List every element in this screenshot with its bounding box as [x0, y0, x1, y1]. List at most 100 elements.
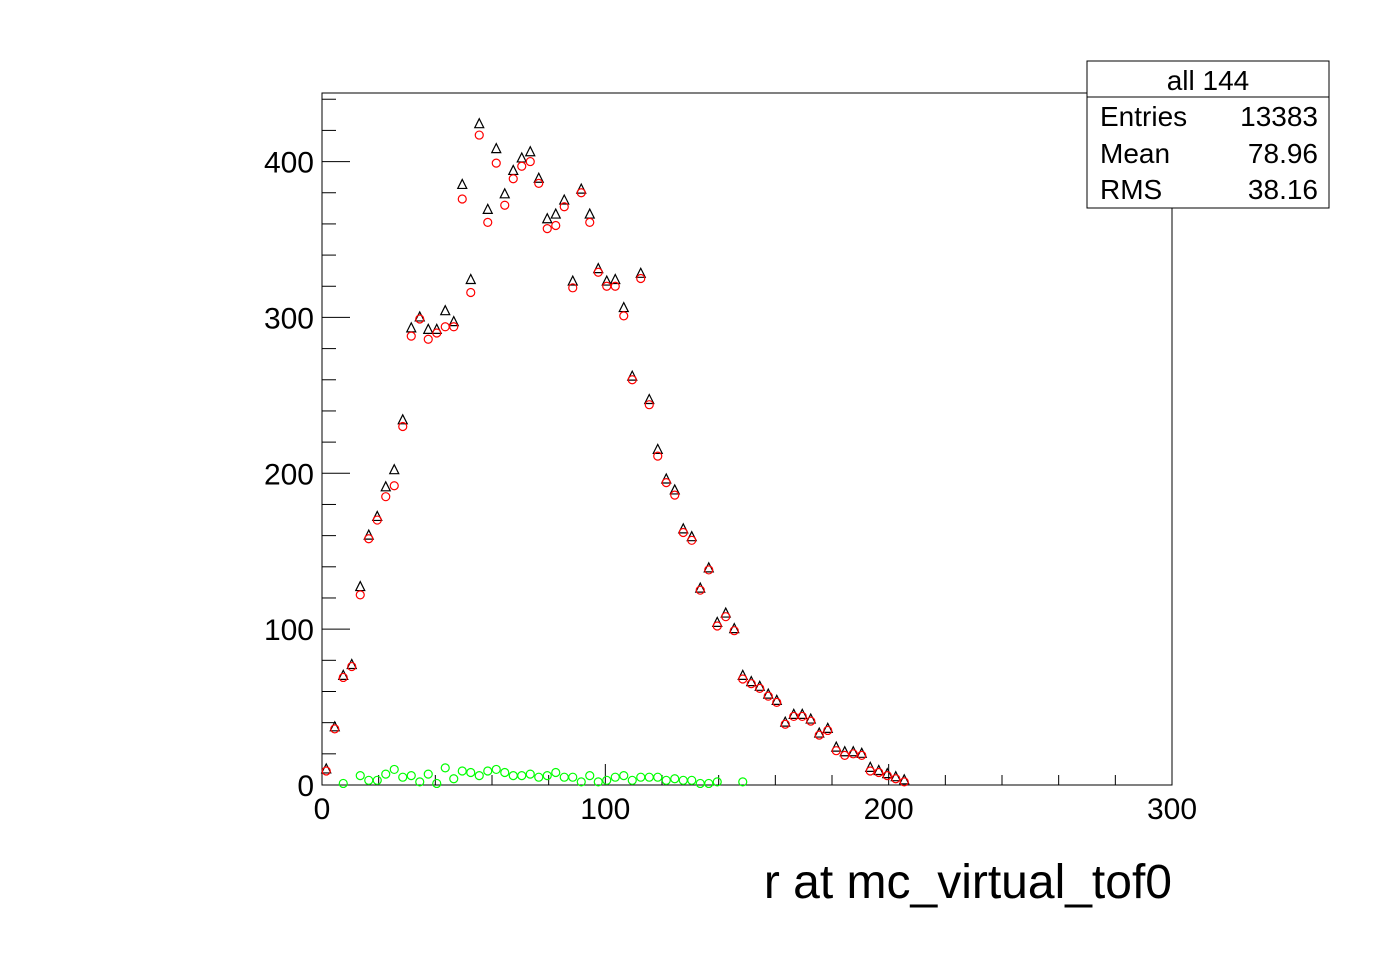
data-point-triangle: [890, 770, 902, 782]
data-point-circle: [542, 771, 552, 781]
data-point-circle: [338, 672, 348, 683]
data-point-circle: [831, 746, 841, 756]
data-point-circle: [695, 778, 705, 789]
y-tick-label: 100: [264, 614, 314, 647]
data-point-triangle: [363, 528, 375, 540]
data-point-circle: [755, 683, 765, 693]
x-axis-tick-labels: 0 100 200 300: [314, 793, 1197, 826]
data-point-triangle: [422, 323, 434, 335]
data-point-circle: [389, 764, 399, 775]
data-point-circle: [330, 724, 340, 734]
data-point-circle: [780, 719, 790, 729]
data-point-circle: [721, 612, 731, 622]
data-point-circle: [525, 769, 535, 779]
data-point-triangle: [830, 740, 842, 752]
data-point-circle: [619, 311, 629, 321]
y-tick-label: 200: [264, 458, 314, 491]
data-point-triangle: [533, 171, 545, 183]
data-point-triangle: [388, 463, 400, 475]
data-point-circle: [687, 535, 697, 545]
stats-entries-value: 13383: [1240, 101, 1318, 132]
data-point-circle: [381, 769, 391, 779]
data-point-triangle: [669, 483, 681, 495]
data-point-triangle: [499, 187, 511, 199]
data-point-circle: [491, 764, 501, 775]
data-point-circle: [449, 774, 459, 784]
data-point-circle: [712, 621, 722, 631]
data-point-circle: [432, 328, 442, 338]
data-point-triangle: [507, 164, 519, 176]
data-point-triangle: [737, 669, 749, 681]
y-axis-tick-labels: 0 100 200 300 400: [264, 147, 314, 803]
data-point-circle: [534, 178, 544, 188]
data-point-triangle: [788, 708, 800, 719]
data-point-circle: [704, 778, 714, 789]
data-point-circle: [381, 492, 391, 502]
data-point-triangle: [448, 315, 460, 327]
data-point-circle: [517, 771, 527, 781]
data-point-circle: [551, 220, 561, 231]
data-point-circle: [415, 314, 425, 324]
data-point-triangle: [490, 142, 502, 154]
data-point-triangle: [771, 693, 783, 705]
data-point-triangle: [567, 274, 579, 286]
data-point-triangle: [720, 606, 732, 618]
data-point-circle: [789, 711, 799, 722]
data-point-circle: [474, 771, 484, 781]
data-point-circle: [610, 772, 620, 782]
data-point-circle: [364, 775, 374, 785]
data-point-circle: [636, 772, 646, 782]
data-point-triangle: [456, 178, 468, 190]
data-point-circle: [466, 767, 476, 778]
data-point-circle: [585, 217, 595, 227]
data-point-circle: [704, 565, 714, 575]
data-point-circle: [670, 490, 680, 500]
data-point-circle: [738, 777, 748, 787]
data-points: [320, 117, 910, 789]
data-point-triangle: [397, 413, 409, 425]
data-point-triangle: [694, 581, 706, 593]
data-point-triangle: [686, 530, 698, 542]
data-point-circle: [457, 194, 467, 204]
data-point-circle: [678, 775, 688, 785]
data-point-circle: [321, 766, 331, 776]
data-point-triangle: [626, 369, 638, 381]
data-point-circle: [517, 161, 527, 171]
data-point-triangle: [320, 762, 332, 774]
data-point-circle: [440, 322, 450, 332]
data-point-circle: [653, 451, 663, 461]
data-point-circle: [712, 777, 722, 787]
data-point-triangle: [354, 580, 366, 592]
data-point-triangle: [728, 622, 740, 634]
data-point-circle: [551, 767, 561, 778]
data-point-circle: [406, 771, 416, 781]
data-point-circle: [491, 158, 501, 168]
data-point-circle: [355, 771, 365, 781]
data-point-circle: [415, 777, 425, 787]
data-point-circle: [823, 725, 833, 736]
stats-rms-value: 38.16: [1248, 174, 1318, 205]
data-point-circle: [508, 771, 518, 781]
data-point-circle: [695, 585, 705, 595]
x-tick-label: 100: [580, 793, 630, 826]
data-point-circle: [670, 774, 680, 784]
data-point-triangle: [329, 720, 341, 732]
data-point-circle: [440, 763, 450, 773]
y-tick-label: 300: [264, 302, 314, 335]
data-point-circle: [457, 766, 467, 776]
data-point-triangle: [779, 715, 791, 727]
data-point-circle: [585, 771, 595, 781]
data-point-triangle: [473, 117, 485, 129]
data-point-circle: [644, 400, 654, 410]
data-point-circle: [882, 771, 892, 781]
data-point-circle: [559, 772, 569, 782]
data-point-circle: [355, 590, 365, 600]
data-point-triangle: [337, 669, 349, 681]
stats-rms-label: RMS: [1100, 174, 1162, 205]
stats-entries-label: Entries: [1100, 101, 1187, 132]
stats-mean-value: 78.96: [1248, 138, 1318, 169]
data-point-circle: [500, 767, 510, 778]
data-point-triangle: [380, 480, 392, 492]
data-point-circle: [840, 750, 850, 760]
data-point-circle: [738, 674, 748, 684]
